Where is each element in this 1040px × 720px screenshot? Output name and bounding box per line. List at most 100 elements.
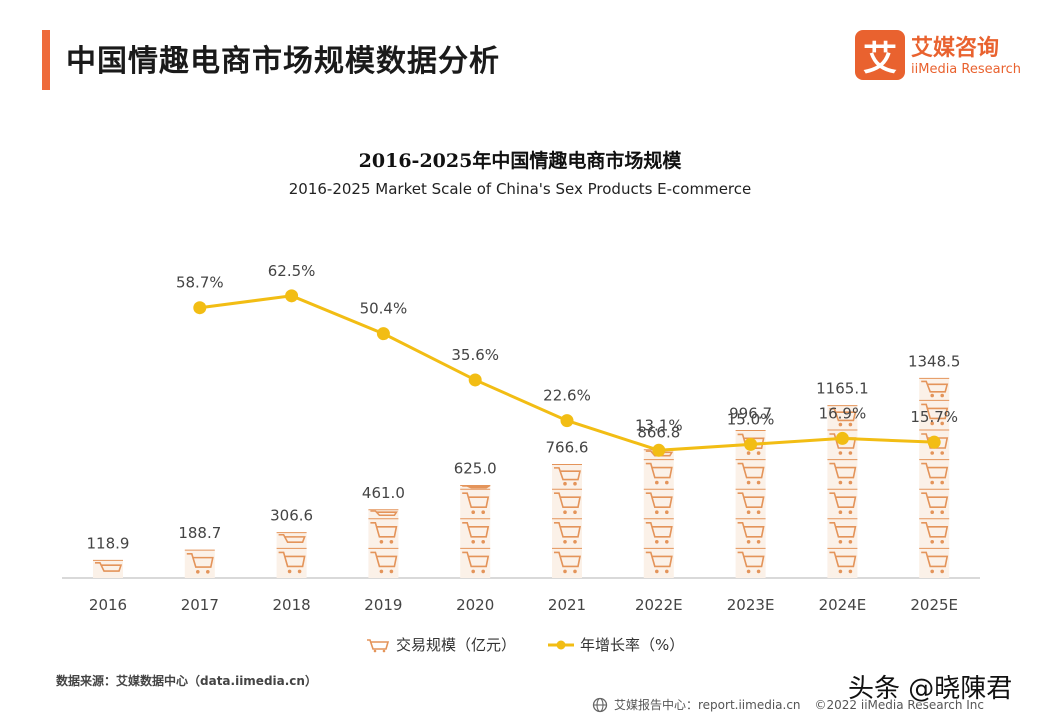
- cart-wheel: [848, 451, 853, 455]
- shopping-cart-icon: [645, 551, 673, 568]
- cart-wheel: [481, 569, 486, 574]
- growth-rate-label: 16.9%: [819, 404, 867, 422]
- bar-body: [276, 532, 307, 578]
- cart-wheel: [573, 569, 577, 574]
- cart-wheel: [756, 540, 761, 544]
- shopping-cart-icon: [921, 551, 949, 568]
- cart-wheel: [655, 480, 659, 485]
- cart-wheel: [930, 569, 934, 574]
- legend-label-growth: 年增长率（%）: [580, 636, 685, 654]
- cart-wheel: [389, 569, 394, 574]
- cart-wheel: [838, 540, 843, 544]
- growth-rate-point: [652, 443, 666, 457]
- cart-wheel: [196, 569, 200, 574]
- cart-wheel: [838, 422, 843, 427]
- shopping-cart-icon: [462, 492, 490, 508]
- footer-copyright: ©2022 iiMedia Research Inc: [814, 697, 985, 712]
- bar-value-label: 625.0: [454, 460, 497, 478]
- footer-report-link[interactable]: 艾媒报告中心：report.iimedia.cn: [614, 698, 801, 712]
- shopping-cart-icon: [829, 408, 857, 422]
- cart-wheel: [563, 481, 567, 486]
- globe-icon: [592, 697, 608, 712]
- cart-wheel: [665, 510, 669, 514]
- bar: [552, 464, 582, 578]
- bar-value-label: 461.0: [362, 484, 405, 502]
- bar: [93, 559, 123, 578]
- shopping-cart-icon: [370, 551, 398, 568]
- shopping-cart-icon: [554, 492, 581, 508]
- cart-wheel: [930, 480, 934, 485]
- cart-wheel: [930, 421, 934, 426]
- cart-wheel: [389, 540, 394, 544]
- cart-wheel: [563, 510, 567, 514]
- growth-rate-line: [199, 294, 935, 452]
- bar-value-label: 1165.1: [816, 380, 869, 398]
- chart-legend: 交易规模（亿元） 年增长率（%）: [0, 634, 1040, 660]
- bar-body: [460, 485, 491, 578]
- watermark: 头条 @晓陳君: [848, 674, 1013, 704]
- cart-wheel: [563, 540, 567, 544]
- shopping-cart-icon: [645, 492, 673, 508]
- shopping-cart-icon: [737, 551, 765, 568]
- cart-wheel: [655, 510, 659, 514]
- shopping-cart-icon: [278, 551, 306, 568]
- bar: [460, 485, 491, 578]
- bar-value-label: 996.7: [729, 404, 772, 422]
- growth-rate-point: [835, 431, 849, 445]
- growth-rate-label: 13.1%: [635, 416, 683, 434]
- bar: [276, 532, 307, 578]
- bar-value-label: 866.8: [637, 424, 680, 442]
- legend-item-scale: 交易规模（亿元）: [366, 634, 516, 655]
- shopping-cart-icon: [278, 533, 306, 544]
- bar-value-label: 766.6: [546, 439, 589, 457]
- bar-value-label: 306.6: [270, 507, 313, 525]
- bar-value-label: 1348.5: [908, 352, 961, 370]
- cart-wheel: [746, 540, 751, 544]
- cart-wheel: [940, 510, 944, 514]
- line-marker-icon: [548, 640, 574, 649]
- x-tick-label: 2024E: [819, 596, 867, 614]
- bar-value-label: 188.7: [178, 524, 221, 542]
- shopping-cart-icon: [554, 467, 582, 481]
- cart-wheel: [471, 540, 476, 544]
- bar: [735, 429, 766, 578]
- chart-title: 2016-2025年中国情趣电商市场规模: [358, 150, 682, 172]
- cart-wheel: [655, 540, 659, 544]
- cart-wheel: [930, 451, 934, 455]
- growth-rate-label: 22.6%: [543, 387, 591, 405]
- bar-body: [643, 449, 674, 578]
- bar-body: [735, 430, 766, 578]
- shopping-cart-icon: [554, 522, 581, 538]
- growth-rate-point: [285, 289, 299, 303]
- cart-wheel: [746, 569, 751, 574]
- shopping-cart-icon: [829, 522, 857, 538]
- cart-wheel: [665, 480, 669, 485]
- growth-rate-point: [560, 414, 574, 428]
- cart-wheel: [206, 569, 210, 574]
- shopping-cart-icon: [462, 551, 490, 568]
- growth-rate-point: [468, 373, 482, 387]
- x-tick-label: 2023E: [727, 596, 775, 614]
- shopping-cart-icon: [921, 522, 949, 538]
- shopping-cart-icon: [367, 638, 390, 652]
- shopping-cart-icon: [829, 492, 857, 508]
- cart-wheel: [930, 540, 934, 544]
- iimedia-logo: 艾 艾媒咨询 iiMedia Research: [855, 30, 1025, 86]
- shopping-cart-icon: [737, 462, 765, 479]
- cart-wheel: [838, 480, 843, 485]
- shopping-cart-icon: [554, 551, 581, 568]
- cart-wheel: [665, 569, 669, 574]
- shopping-cart-icon: [462, 522, 490, 538]
- shopping-cart-icon: [737, 522, 765, 538]
- shopping-cart-icon: [921, 492, 949, 508]
- cart-wheel: [848, 540, 853, 544]
- cart-wheel: [838, 510, 843, 514]
- shopping-cart-icon: [186, 553, 214, 568]
- growth-rate-label: 15.0%: [727, 410, 775, 428]
- shopping-cart-icon: [921, 403, 949, 420]
- cart-wheel: [756, 569, 761, 574]
- cart-wheel: [297, 569, 302, 574]
- shopping-cart-icon: [645, 462, 673, 479]
- shopping-cart-icon: [737, 492, 765, 508]
- legend-label-scale: 交易规模（亿元）: [396, 636, 517, 654]
